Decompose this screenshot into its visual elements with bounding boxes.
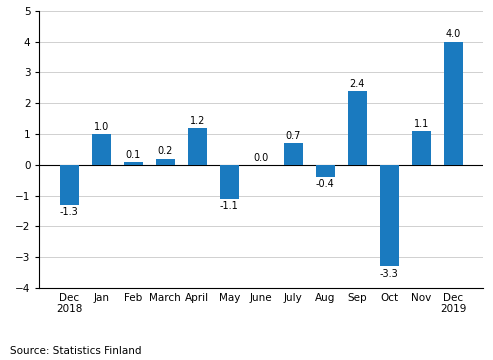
Text: 4.0: 4.0 [446,30,461,40]
Text: Source: Statistics Finland: Source: Statistics Finland [10,346,141,356]
Text: 2.4: 2.4 [350,79,365,89]
Bar [124,162,143,165]
Text: 0.2: 0.2 [158,147,173,157]
Bar [156,159,175,165]
Bar [412,131,431,165]
Bar [380,165,399,266]
Text: 1.2: 1.2 [190,116,205,126]
Text: -1.1: -1.1 [220,201,239,211]
Bar [60,165,79,205]
Bar [444,42,463,165]
Text: 1.1: 1.1 [414,119,429,129]
Text: 1.0: 1.0 [94,122,109,132]
Bar [348,91,367,165]
Bar [188,128,207,165]
Text: -1.3: -1.3 [60,207,78,217]
Bar [316,165,335,177]
Text: -3.3: -3.3 [380,269,399,279]
Bar [92,134,111,165]
Text: 0.0: 0.0 [254,153,269,163]
Text: 0.7: 0.7 [285,131,301,141]
Text: 0.1: 0.1 [126,149,141,159]
Bar [220,165,239,199]
Bar [283,143,303,165]
Text: -0.4: -0.4 [316,179,335,189]
